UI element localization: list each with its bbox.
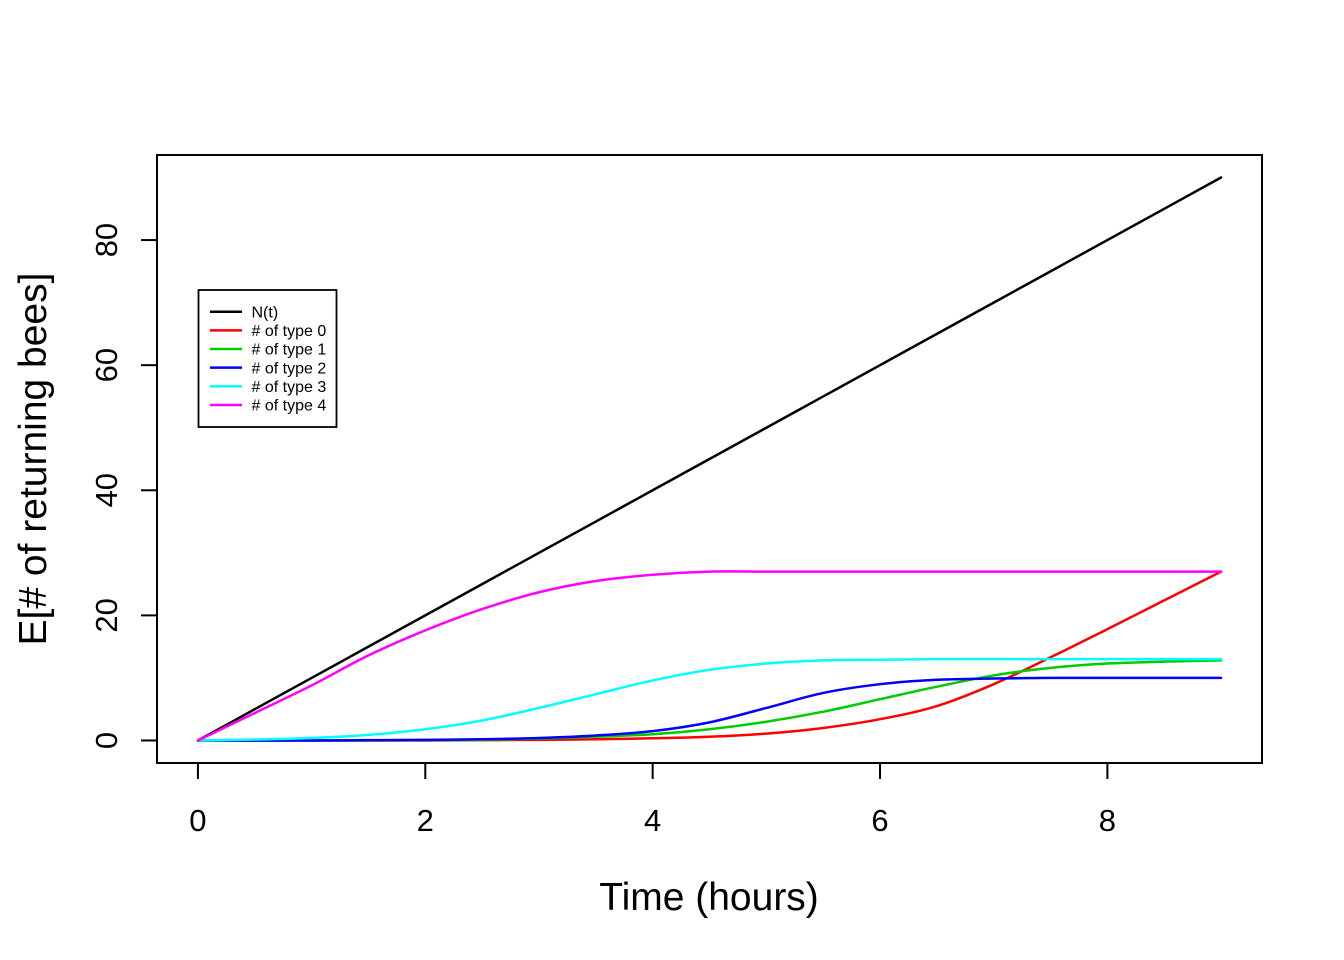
series-lines [196, 176, 1223, 742]
x-tick-label: 4 [644, 803, 661, 838]
x-tick-label: 0 [189, 803, 206, 838]
legend-label-of-type-0: # of type 0 [252, 323, 327, 340]
x-axis-title: Time (hours) [599, 876, 819, 919]
y-tick-label: 80 [89, 223, 124, 257]
y-tick-label: 20 [89, 598, 124, 632]
plot-box-border [156, 154, 1263, 764]
y-axis: 0 20 40 60 80 [89, 223, 157, 749]
x-axis: 0 2 4 6 8 [189, 763, 1116, 838]
series-line-of-type-1 [196, 659, 1223, 742]
y-tick-label: 0 [89, 732, 124, 749]
x-tick-label: 2 [417, 803, 434, 838]
series-line-n-t [196, 176, 1223, 742]
legend-label-n-t: N(t) [252, 304, 279, 321]
x-tick-label: 6 [871, 803, 888, 838]
legend-label-of-type-1: # of type 1 [252, 342, 327, 359]
y-tick-label: 40 [89, 473, 124, 507]
series-line-of-type-4 [196, 570, 1223, 742]
legend-box: N(t) # of type 0 # of type 1# of type 2 # o… [197, 289, 338, 428]
x-tick-label: 8 [1099, 803, 1116, 838]
legend-label-of-type-4: # of type 4 [252, 398, 327, 415]
legend-label-of-type-2: # of type 2 [252, 360, 327, 377]
legend-label-of-type-3: # of type 3 [252, 379, 327, 396]
y-axis-title: E[# of returning bees] [12, 273, 55, 646]
y-tick-label: 60 [89, 348, 124, 382]
series-line-of-type-2 [196, 676, 1223, 742]
series-line-of-type-3 [196, 657, 1223, 742]
